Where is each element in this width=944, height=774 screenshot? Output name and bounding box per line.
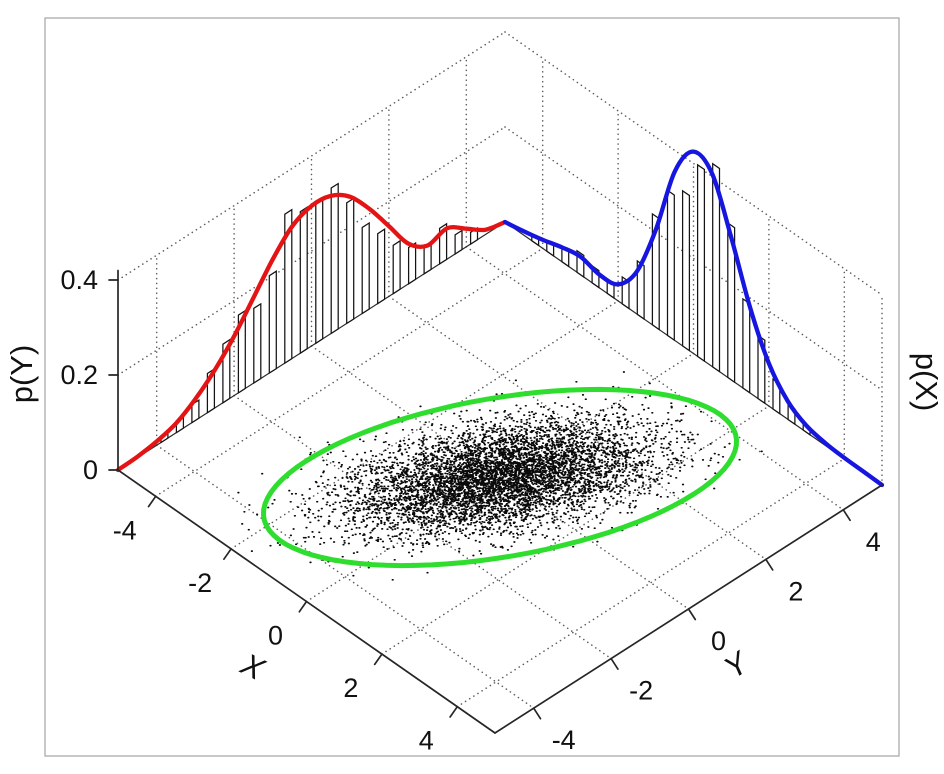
histogram-bar — [377, 228, 386, 305]
histogram-bar — [407, 241, 417, 285]
floor-grid-line-y — [465, 246, 845, 511]
x-tick-label: 0 — [268, 621, 283, 651]
histogram-bar — [361, 221, 370, 315]
y-tick-mark — [765, 558, 774, 571]
y-tick-mark — [687, 608, 697, 621]
confidence-ellipse — [261, 386, 739, 569]
floor-grid-line-x — [456, 457, 846, 708]
y-tick-label: 0 — [711, 626, 726, 656]
histogram-bar — [299, 206, 308, 355]
y-tick-mark — [610, 657, 619, 670]
floor-grid-line-y — [155, 444, 535, 709]
histogram-bar — [712, 162, 721, 373]
x-tick-mark — [373, 653, 383, 666]
x-tick-mark — [147, 495, 157, 508]
marginal-curve-pY — [115, 192, 508, 473]
x-tick-mark — [223, 548, 232, 561]
floor-grid-line-x — [381, 405, 770, 655]
x-axis-label: X — [235, 646, 271, 688]
y-tick-label: -4 — [552, 725, 576, 755]
floor-grid-line-x — [154, 247, 544, 498]
x-tick-label: 4 — [419, 726, 434, 756]
histogram-bar — [742, 297, 751, 394]
figure-frame — [44, 17, 900, 757]
marginal-curve-pX — [502, 149, 885, 488]
histogram-bar — [191, 398, 200, 424]
y-tick-label: 2 — [788, 576, 803, 606]
histogram-bar — [454, 229, 463, 256]
x-tick-label: -2 — [188, 568, 212, 598]
histogram-bar — [681, 189, 691, 352]
right-wall-grid-level — [504, 126, 883, 391]
y-tick-mark — [532, 707, 542, 720]
right-wall-grid-level — [504, 31, 883, 296]
histogram-bar — [284, 208, 293, 365]
p-left-axis-label: p(Y) — [4, 345, 39, 404]
x-tick-mark — [298, 600, 308, 613]
histogram-bar — [253, 302, 262, 385]
tick-marks — [108, 279, 851, 720]
scatter-points — [237, 371, 763, 581]
p-right-axis-label: p(X) — [909, 353, 944, 412]
x-tick-label: -4 — [113, 515, 137, 545]
left-wall-grid-level — [117, 31, 506, 281]
y-tick-label: -2 — [629, 676, 653, 706]
p-tick-label: 0.2 — [60, 360, 98, 390]
x-tick-label: 2 — [343, 673, 358, 703]
histogram-bar — [666, 189, 675, 342]
y-tick-mark — [842, 508, 851, 522]
grid-lines — [117, 31, 883, 709]
histogram-bar — [392, 239, 401, 295]
floor-grid-line-y — [388, 295, 767, 561]
floor-grid-line-y — [233, 394, 612, 660]
histogram-bar — [696, 163, 706, 363]
histogram-bar — [727, 221, 736, 384]
histogram-bar — [268, 270, 277, 375]
x-tick-mark — [449, 705, 459, 718]
p-tick-label: 0 — [83, 455, 98, 485]
histogram-bar — [315, 198, 324, 345]
y-tick-label: 4 — [866, 527, 881, 557]
histogram-bar — [636, 259, 645, 321]
tick-labels: -4 -2 0 2 4 -4 -2 0 2 4 0 0.2 0.4 — [60, 265, 880, 756]
histogram-bar — [346, 197, 355, 325]
left-wall-grid-level — [117, 126, 506, 376]
scatter-dots — [237, 371, 763, 581]
histogram-bars-pX — [531, 162, 811, 437]
histogram-bar — [330, 182, 339, 335]
p-tick-label: 0.4 — [60, 265, 98, 295]
